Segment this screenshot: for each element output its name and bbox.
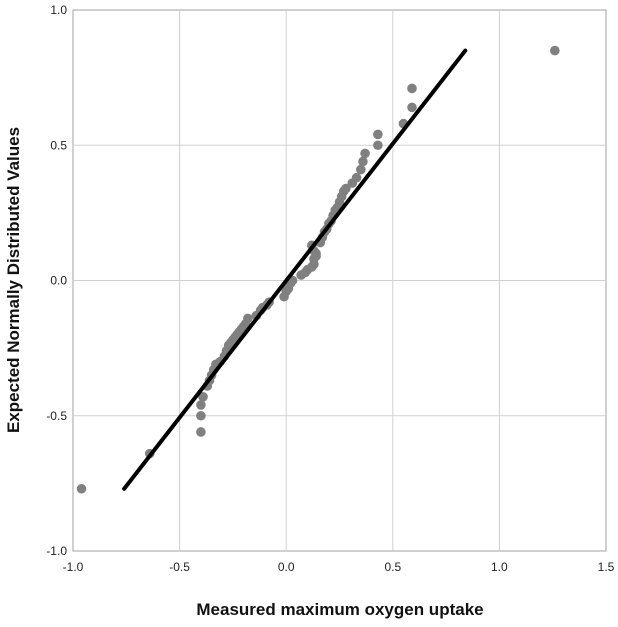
y-axis-title: Expected Normally Distributed Values (4, 127, 23, 433)
data-point (356, 164, 366, 175)
data-point (196, 410, 206, 421)
y-tick-label: 0.5 (50, 138, 67, 152)
x-tick-label: -1.0 (63, 560, 84, 574)
x-tick-label: 1.0 (491, 560, 508, 574)
x-axis-tick-labels: -1.0 -0.5 0.0 0.5 1.0 1.5 (63, 560, 615, 574)
data-point (196, 427, 206, 437)
x-tick-label: 0.0 (278, 560, 295, 574)
x-axis-title: Measured maximum oxygen uptake (196, 600, 483, 619)
y-tick-label: 0.0 (50, 274, 67, 288)
data-point (196, 400, 206, 410)
data-point (243, 313, 253, 324)
y-tick-label: -1.0 (46, 544, 67, 558)
data-point (407, 83, 417, 94)
y-axis-tick-labels: 1.0 0.5 0.0 -0.5 -1.0 (46, 3, 67, 558)
data-point (198, 392, 208, 402)
data-point (351, 172, 362, 183)
data-point (360, 148, 370, 159)
data-point (373, 129, 383, 140)
grid-lines (73, 10, 606, 551)
x-tick-label: 1.5 (598, 560, 615, 574)
x-tick-label: -0.5 (169, 560, 190, 574)
reference-line (122, 48, 468, 491)
data-point (407, 102, 417, 113)
y-tick-label: 1.0 (50, 3, 67, 17)
data-point (358, 156, 368, 167)
data-point (550, 45, 560, 56)
data-point (373, 140, 383, 151)
data-point (341, 183, 351, 194)
x-tick-label: 0.5 (384, 560, 401, 574)
y-tick-label: -0.5 (46, 409, 67, 423)
data-point (76, 483, 87, 494)
